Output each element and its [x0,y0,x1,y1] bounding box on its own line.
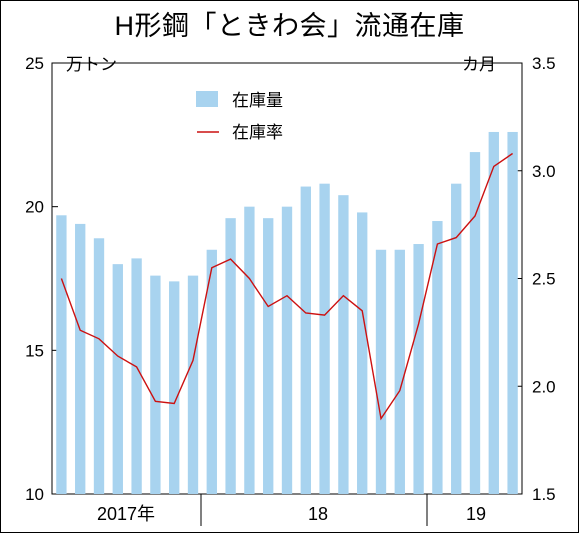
bar [394,249,405,494]
left-tick-label: 20 [25,198,44,217]
bar [112,264,123,494]
right-tick-label: 2.5 [532,270,556,289]
right-tick-label: 3.0 [532,162,556,181]
bar [225,218,236,494]
bar [319,183,330,494]
bar [206,249,217,494]
bar [169,281,180,494]
bar [131,258,142,494]
bar [187,275,199,494]
left-tick-label: 10 [25,485,44,504]
right-tick-label: 2.0 [532,377,556,396]
right-tick-label: 3.5 [532,54,556,73]
bar [281,206,293,494]
bar [93,238,105,494]
bar [357,212,368,494]
chart-title: H形鋼「ときわ会」流通在庫 [114,11,465,41]
right-axis-unit: カ月 [462,55,496,74]
right-tick-label: 1.5 [532,485,556,504]
left-axis-unit: 万トン [66,55,117,74]
x-axis-label: 2017年 [97,504,155,524]
bar [300,186,311,494]
bar [375,249,387,494]
bar [432,221,443,495]
bar [413,244,424,494]
legend-label-ratio: 在庫率 [232,123,283,142]
bar [263,218,274,494]
bar [338,195,349,494]
bar [75,223,86,494]
bar [451,183,462,494]
bar [469,152,481,494]
legend-label-stock: 在庫量 [232,91,283,110]
bar [56,215,67,494]
bar [244,206,255,494]
x-axis-label: 18 [308,504,328,524]
left-tick-label: 25 [25,54,44,73]
stock-ratio-line [60,152,513,421]
x-axis-label: 19 [466,504,486,524]
bar [507,131,518,494]
bar [150,275,161,494]
bar [488,131,499,494]
legend-swatch-bar [196,91,218,107]
left-tick-label: 15 [25,341,44,360]
